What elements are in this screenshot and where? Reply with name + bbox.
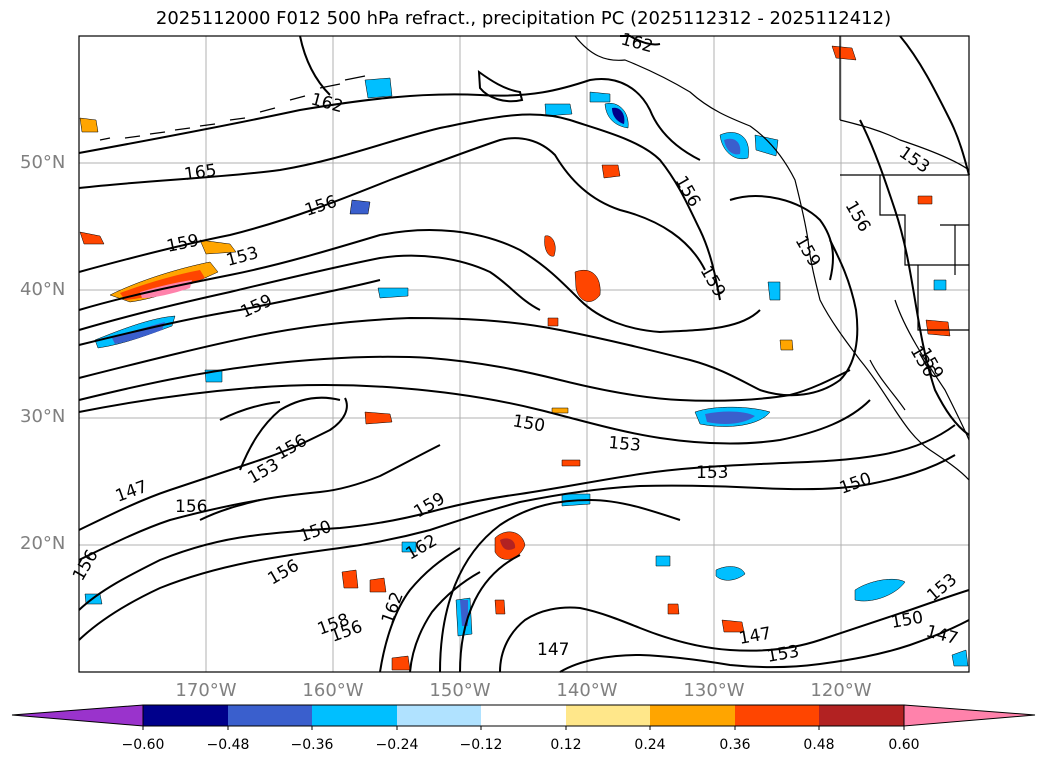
colorbar-tick-label: 0.24 — [634, 737, 666, 753]
colorbar-tick-label: −0.36 — [290, 737, 334, 753]
contour-label: 153 — [696, 463, 728, 483]
contour-label: 147 — [537, 640, 569, 660]
colorbar-tick-label: −0.60 — [121, 737, 165, 753]
colorbar-segment — [143, 705, 228, 726]
lat-label: 50°N — [20, 152, 66, 173]
colorbar-segment — [735, 705, 819, 726]
lon-label: 140°W — [556, 680, 618, 701]
lat-label: 40°N — [20, 279, 66, 300]
map-title: 2025112000 F012 500 hPa refract., precip… — [155, 8, 892, 29]
lon-label: 160°W — [302, 680, 364, 701]
colorbar-segment — [11, 704, 144, 727]
contour-label: 165 — [183, 161, 218, 185]
contour-label: 153 — [608, 433, 642, 456]
height-contours — [78, 35, 970, 673]
colorbar-tick-label: −0.48 — [206, 737, 250, 753]
aleutian-islands — [99, 75, 366, 141]
colorbar-tick-label: 0.48 — [803, 737, 835, 753]
colorbar — [11, 704, 1036, 730]
colorbar-segment — [650, 705, 735, 726]
coastline — [574, 35, 970, 481]
colorbar-tick-label: 0.36 — [719, 737, 751, 753]
lon-label: 130°W — [683, 680, 745, 701]
lon-label: 120°W — [810, 680, 872, 701]
colorbar-segment — [312, 705, 397, 726]
map-panel: 162 165 156 159 153 159 153 156 159 156 … — [69, 30, 970, 673]
colorbar-tick-label: 0.12 — [550, 737, 582, 753]
precip-negative-areas — [84, 77, 969, 667]
contour-label: 156 — [175, 497, 207, 517]
lat-label: 30°N — [20, 406, 66, 427]
colorbar-segment — [566, 705, 650, 726]
colorbar-segment — [903, 704, 1036, 727]
colorbar-segment — [228, 705, 312, 726]
map-frame — [78, 35, 970, 673]
colorbar-tick-label: −0.12 — [459, 737, 503, 753]
colorbar-segment — [397, 705, 481, 726]
lon-label: 150°W — [429, 680, 491, 701]
colorbar-segment — [819, 705, 904, 726]
precip-positive-areas — [79, 45, 951, 671]
colorbar-tick-label: −0.24 — [375, 737, 419, 753]
colorbar-tick-label: 0.60 — [888, 737, 920, 753]
colorbar-segment — [481, 705, 566, 726]
lat-label: 20°N — [20, 533, 66, 554]
lon-label: 170°W — [175, 680, 237, 701]
